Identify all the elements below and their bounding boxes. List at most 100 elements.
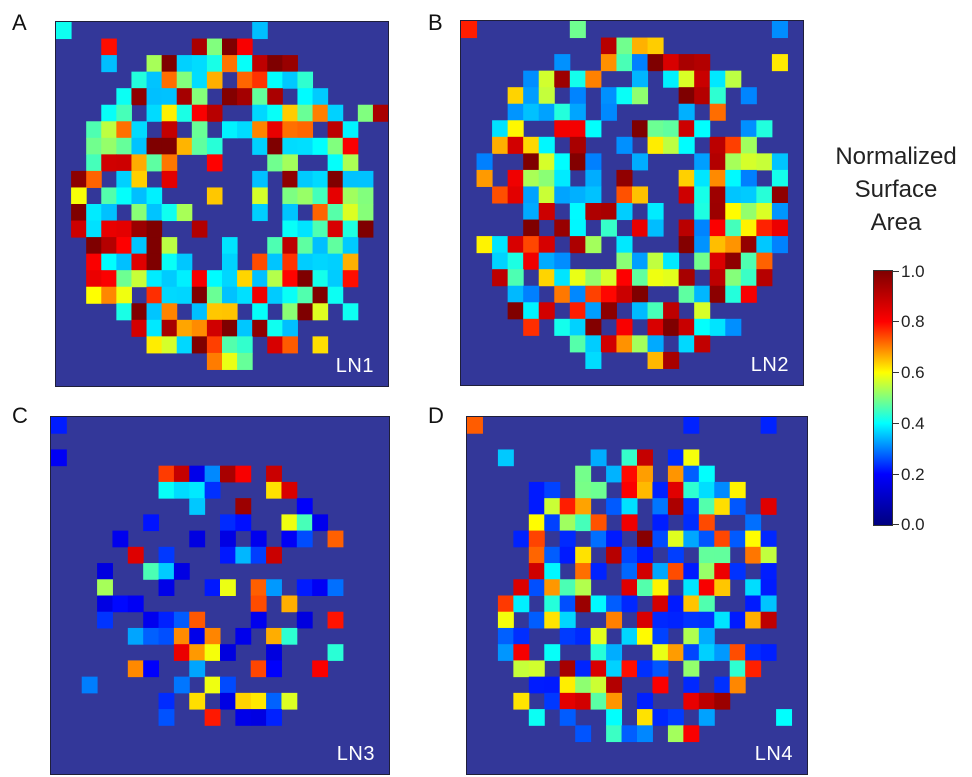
heatmap-cell <box>513 660 530 678</box>
heatmap-cell <box>678 136 695 154</box>
heatmap-cell <box>267 154 283 172</box>
heatmap-cell <box>714 676 731 694</box>
heatmap-cell <box>559 530 576 548</box>
heatmap-cell <box>131 71 148 89</box>
heatmap-cell <box>569 136 586 154</box>
heatmap-cell <box>523 103 540 121</box>
heatmap-cell <box>204 579 221 596</box>
heatmap-cell <box>616 186 633 204</box>
heatmap-cell <box>492 269 509 287</box>
heatmap-cell <box>590 481 607 499</box>
heatmap-cell <box>600 54 617 72</box>
heatmap-cell <box>621 449 638 467</box>
heatmap-cell <box>585 335 602 353</box>
heatmap-cell <box>523 285 540 303</box>
heatmap-cell <box>544 563 561 580</box>
heatmap-cell <box>206 270 223 288</box>
heatmap-cell <box>740 186 757 204</box>
heatmap-cell <box>297 71 314 89</box>
heatmap-cell <box>101 237 117 255</box>
heatmap-cell <box>267 270 283 288</box>
heatmap-cell <box>191 38 208 56</box>
heatmap-cell <box>544 644 561 661</box>
heatmap-cell <box>667 563 684 580</box>
heatmap-cell <box>158 481 175 499</box>
heatmap-cell <box>176 286 193 304</box>
heatmap-cell <box>101 286 117 304</box>
heatmap-cell <box>606 546 623 564</box>
heatmap-cell <box>575 725 592 743</box>
heatmap-cell <box>146 55 163 73</box>
heatmap-cell <box>342 204 359 222</box>
heatmap-cell <box>476 236 493 254</box>
heatmap-cell <box>204 644 221 661</box>
heatmap-cell <box>698 595 715 613</box>
heatmap-cell <box>146 137 163 155</box>
heatmap-cell <box>282 286 298 304</box>
heatmap-cell <box>220 514 236 532</box>
heatmap-cell <box>252 170 268 188</box>
heatmap-cell <box>327 270 344 288</box>
heatmap-cell <box>745 611 762 629</box>
heatmap-cell <box>252 104 268 122</box>
heatmap-cell <box>222 253 238 271</box>
heatmap-cell <box>222 88 238 106</box>
heatmap-cell <box>222 237 238 255</box>
heatmap-cell <box>637 546 653 564</box>
heatmap-cell <box>266 546 282 564</box>
heatmap-cell <box>492 136 509 154</box>
heatmap-cell <box>131 170 148 188</box>
heatmap-cell <box>146 71 163 89</box>
heatmap-cell <box>632 252 649 270</box>
heatmap-cell <box>600 285 617 303</box>
heatmap-cell <box>756 153 773 171</box>
heatmap-cell <box>161 286 178 304</box>
heatmap-cell <box>492 236 509 254</box>
heatmap-cell <box>714 530 731 548</box>
heatmap-cell <box>146 286 163 304</box>
heatmap-cell <box>204 709 221 726</box>
heatmap-cell <box>632 186 649 204</box>
heatmap-cell <box>116 154 132 172</box>
heatmap-cell <box>116 220 132 238</box>
heatmap-cell <box>637 692 653 710</box>
heatmap-cell <box>250 595 267 613</box>
heatmap-cell <box>266 709 282 726</box>
heatmap-cell <box>678 269 695 287</box>
heatmap-cell <box>357 204 374 222</box>
heatmap-cell <box>683 498 700 515</box>
heatmap-cell <box>143 660 160 678</box>
heatmap-cell <box>282 253 298 271</box>
heatmap-cell <box>476 153 493 171</box>
heatmap-cell <box>161 303 178 321</box>
heatmap-cell <box>191 137 208 155</box>
heatmap-cell <box>507 136 524 154</box>
heatmap-cell <box>312 579 329 596</box>
panel-letter-a: A <box>12 10 27 35</box>
heatmap-cell <box>161 104 178 122</box>
heatmap-cell <box>312 137 329 155</box>
heatmap-cell <box>632 54 649 72</box>
heatmap-cell <box>222 319 238 337</box>
heatmap-cell <box>575 465 592 483</box>
heatmap-cell <box>606 644 623 661</box>
heatmap-cell <box>161 237 178 255</box>
heatmap-cell <box>559 611 576 629</box>
heatmap-cell <box>296 498 313 515</box>
heatmap-cell <box>523 219 540 237</box>
heatmap-cell <box>683 595 700 613</box>
heatmap-cell <box>554 120 571 138</box>
heatmap-cell <box>694 335 711 353</box>
heatmap-cell <box>146 237 163 255</box>
heatmap-cell <box>97 579 113 596</box>
heatmap-cell <box>281 530 298 548</box>
heatmap-cell <box>590 595 607 613</box>
heatmap-cell <box>694 318 711 336</box>
heatmap-cell <box>585 169 602 187</box>
heatmap-cell <box>683 692 700 710</box>
heatmap-cell <box>652 644 669 661</box>
heatmap-cell <box>760 530 777 548</box>
heatmap-cell <box>158 709 175 726</box>
heatmap-cell <box>146 187 163 205</box>
heatmap-cell <box>585 70 602 88</box>
